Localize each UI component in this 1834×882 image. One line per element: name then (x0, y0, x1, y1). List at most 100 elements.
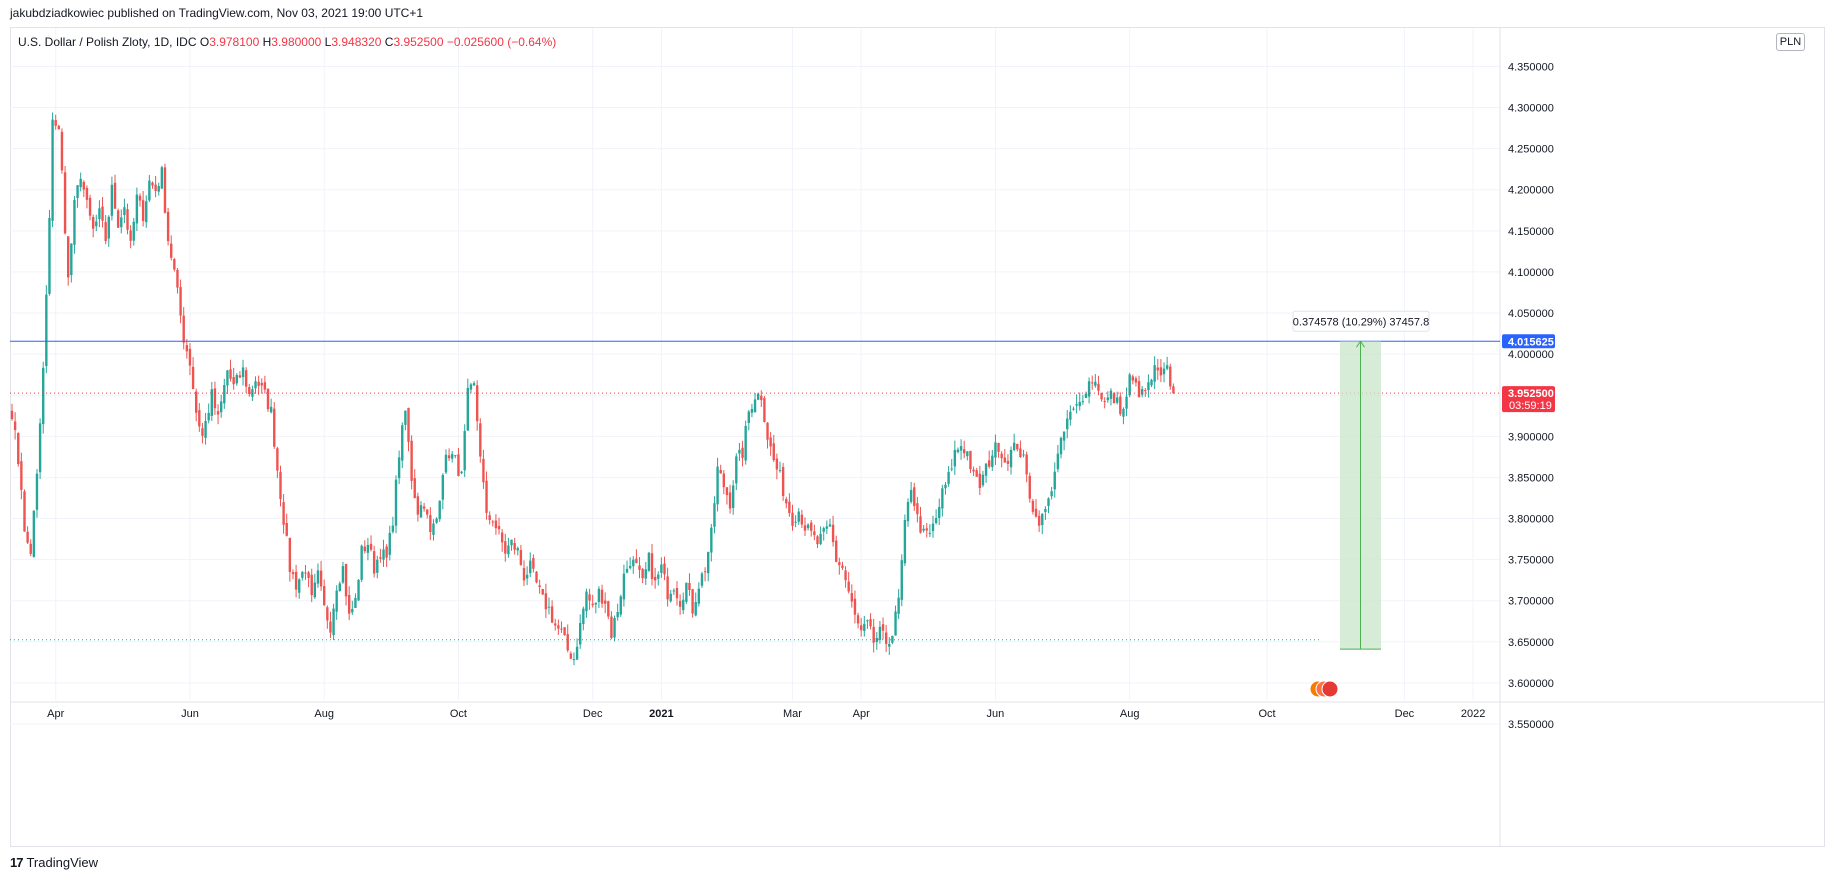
candle-body (972, 469, 975, 472)
candle-body (878, 626, 882, 640)
candle-body (1000, 453, 1003, 459)
candle-body (338, 583, 342, 591)
footer-brand[interactable]: TradingView (26, 855, 99, 870)
candle-body (1006, 460, 1010, 464)
candle-body (881, 624, 885, 631)
candle-body (909, 489, 913, 502)
candle-body (891, 635, 894, 643)
candle-body (316, 570, 320, 584)
candle-body (66, 236, 70, 278)
currency-button[interactable]: PLN (1776, 33, 1805, 51)
candle-body (219, 401, 223, 413)
candle-body (1094, 381, 1097, 386)
candle-body (460, 471, 463, 474)
candle-body (369, 543, 373, 550)
candle-body (1128, 374, 1131, 396)
candle-body (1003, 457, 1006, 463)
y-tick-label: 3.550000 (1508, 719, 1554, 731)
candle-body (388, 532, 391, 555)
candle-body (541, 588, 544, 595)
candle-body (513, 542, 516, 550)
candle-body (660, 564, 663, 573)
candle-body (70, 243, 73, 275)
candle-body (201, 428, 204, 436)
candle-body (697, 588, 701, 604)
candle-body (594, 602, 598, 605)
candle-body (170, 243, 173, 258)
candle-body (800, 514, 804, 525)
candle-body (797, 511, 800, 522)
candle-body (1165, 365, 1169, 369)
candle-body (366, 545, 370, 553)
price-marker-label: 4.015625 (1508, 336, 1554, 348)
candle-body (753, 399, 757, 413)
candle-body (850, 593, 854, 602)
candle-body (151, 182, 154, 186)
candle-body (944, 484, 947, 489)
candle-body (875, 637, 878, 643)
candle-body (1162, 368, 1166, 375)
chart-frame[interactable] (10, 27, 1825, 847)
change-value: −0.025600 (−0.64%) (446, 35, 557, 49)
candle-body (628, 565, 632, 569)
candle-body (204, 420, 207, 438)
candle-body (1012, 442, 1016, 450)
candle-body (1031, 500, 1035, 512)
candle-body (223, 385, 226, 404)
candle-body (913, 487, 916, 506)
candle-body (494, 520, 498, 529)
candle-body (838, 562, 841, 566)
candle-body (307, 572, 310, 579)
candle-body (1028, 475, 1031, 499)
candle-body (101, 206, 104, 221)
candle-body (35, 473, 39, 510)
candle-body (10, 410, 14, 420)
candle-body (438, 500, 441, 520)
candle-body (419, 505, 423, 518)
candle-body (585, 591, 588, 612)
candle-body (778, 470, 782, 472)
candle-body (191, 366, 195, 390)
candle-body (310, 574, 313, 596)
candle-body (138, 195, 142, 201)
candle-body (806, 524, 810, 529)
candle-body (266, 388, 270, 410)
candle-body (207, 412, 210, 421)
x-tick-label: Aug (1120, 708, 1140, 720)
candle-body (822, 528, 825, 532)
footer: 17 TradingView (10, 855, 98, 870)
candle-body (597, 588, 601, 602)
candle-body (663, 563, 666, 575)
x-tick-label: Mar (783, 708, 802, 720)
candle-body (397, 457, 401, 479)
candle-body (235, 375, 238, 384)
candle-body (304, 572, 307, 574)
candle-body (535, 571, 538, 583)
candle-body (707, 552, 710, 574)
candle-body (457, 454, 460, 477)
candle-body (216, 411, 220, 415)
candle-body (1087, 381, 1091, 397)
candle-body (703, 571, 707, 573)
candle-body (719, 469, 722, 474)
candle-body (997, 443, 1000, 452)
candle-body (291, 572, 295, 575)
candle-body (622, 573, 626, 600)
candle-body (831, 524, 835, 543)
candle-body (884, 632, 888, 644)
x-tick-label: 2021 (649, 708, 673, 720)
candle-body (95, 221, 98, 227)
candle-body (372, 551, 376, 574)
candle-body (173, 259, 176, 270)
candle-body (441, 474, 445, 500)
close-value: 3.952500 (393, 35, 444, 49)
candle-body (379, 557, 382, 559)
candle-body (844, 570, 847, 581)
candle-body (38, 423, 42, 473)
candle-body (319, 570, 323, 587)
price-marker-box (1502, 334, 1555, 349)
y-tick-label: 3.650000 (1508, 637, 1554, 649)
candle-body (947, 471, 950, 484)
candle-body (276, 448, 279, 471)
